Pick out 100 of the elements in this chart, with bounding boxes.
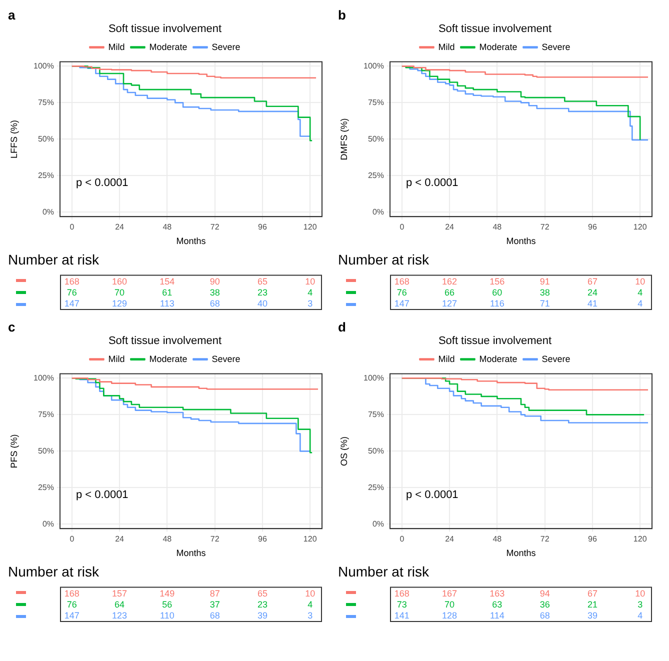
text: 168 [394, 588, 410, 598]
text: 76 [66, 599, 77, 610]
text: 4 [638, 610, 643, 620]
y-tick-label: 75% [368, 98, 384, 107]
text: Number at risk [338, 251, 430, 268]
y-tick-label: 100% [364, 61, 384, 70]
text: 24 [587, 287, 598, 298]
text: 66 [444, 287, 455, 298]
text: 10 [635, 588, 646, 598]
x-tick-label: 24 [115, 222, 125, 232]
text: 68 [210, 298, 220, 308]
text: 68 [210, 610, 220, 620]
y-tick-label: 0% [42, 519, 54, 528]
text: 149 [160, 588, 175, 598]
text: 4 [638, 298, 643, 308]
text: 90 [210, 276, 220, 286]
text: 141 [394, 610, 410, 620]
x-tick-label: 48 [162, 222, 172, 232]
text: 113 [160, 298, 174, 308]
legend-label: Mild [438, 42, 455, 52]
chart-title: b [338, 7, 346, 22]
text: Number at risk [338, 563, 430, 580]
text: 61 [162, 287, 172, 298]
x-tick-label: 48 [162, 534, 172, 544]
text: 157 [112, 588, 128, 598]
y-tick-label: 25% [38, 170, 54, 180]
text: 70 [114, 287, 125, 298]
text: 127 [442, 298, 458, 308]
x-tick-label: 0 [70, 534, 75, 544]
text: 40 [257, 298, 268, 308]
y-tick-label: 0% [372, 207, 384, 216]
text: 39 [587, 610, 598, 620]
text: 167 [442, 588, 458, 598]
y-tick-label: 0% [372, 519, 384, 528]
text: 87 [210, 588, 220, 598]
x-tick-label: 0 [70, 222, 75, 232]
text: 3 [308, 610, 313, 620]
legend-title: Soft tissue involvement [438, 23, 552, 36]
legend-title: Soft tissue involvement [108, 23, 222, 36]
text: 168 [64, 276, 80, 286]
legend-label: Mild [108, 354, 125, 364]
text: 3 [638, 599, 643, 610]
text: 154 [160, 276, 175, 286]
x-tick-label: 72 [540, 222, 550, 232]
text: 21 [587, 599, 598, 610]
x-tick-label: 48 [492, 534, 502, 544]
text: 65 [257, 588, 268, 598]
chart-title: c [8, 319, 16, 334]
text: 67 [587, 276, 598, 286]
text: 168 [64, 588, 80, 598]
text: 10 [635, 276, 646, 286]
x-tick-label: 24 [115, 534, 125, 544]
y-tick-label: 25% [38, 482, 54, 492]
text: 68 [540, 610, 550, 620]
text: 63 [492, 599, 502, 610]
y-tick-label: 75% [38, 410, 54, 419]
text: 37 [210, 599, 220, 610]
text: 41 [587, 298, 598, 308]
y-tick-label: 25% [368, 482, 384, 492]
x-tick-label: 48 [492, 222, 502, 232]
legend-title: Soft tissue involvement [438, 335, 552, 348]
text: 162 [442, 276, 458, 286]
text: 64 [114, 599, 125, 610]
chart-title: a [8, 7, 16, 22]
text: 114 [490, 610, 504, 620]
text: 147 [394, 298, 410, 308]
text: 39 [257, 610, 268, 620]
text: 65 [257, 276, 268, 286]
text: 76 [396, 287, 407, 298]
text: 123 [112, 610, 128, 620]
legend-label: Mild [108, 42, 125, 52]
text: 67 [587, 588, 598, 598]
text: 4 [638, 287, 643, 298]
y-tick-label: 50% [38, 446, 54, 456]
x-tick-label: 120 [633, 534, 648, 544]
y-tick-label: 50% [368, 446, 384, 456]
y-tick-label: 100% [364, 373, 384, 382]
text: 23 [257, 599, 268, 610]
annotation: p < 0.0001 [76, 489, 128, 502]
y-tick-label: 75% [38, 98, 54, 107]
legend-label: Mild [438, 354, 455, 364]
legend-label: Moderate [479, 354, 518, 364]
y-tick-label: 100% [34, 373, 54, 382]
text: 91 [540, 276, 550, 286]
text: 4 [308, 287, 313, 298]
text: 70 [444, 599, 455, 610]
y-tick-label: 75% [368, 410, 384, 419]
x-tick-label: 96 [588, 534, 598, 544]
text: 76 [66, 287, 77, 298]
text: 147 [64, 610, 80, 620]
x-axis-title: Months [506, 548, 536, 558]
legend-label: Moderate [149, 354, 188, 364]
text: 128 [442, 610, 458, 620]
text: 160 [112, 276, 128, 286]
text: 147 [64, 298, 80, 308]
x-tick-label: 72 [210, 534, 220, 544]
text: 110 [160, 610, 174, 620]
legend-label: Moderate [149, 42, 188, 52]
text: 10 [305, 276, 316, 286]
text: 56 [162, 599, 172, 610]
